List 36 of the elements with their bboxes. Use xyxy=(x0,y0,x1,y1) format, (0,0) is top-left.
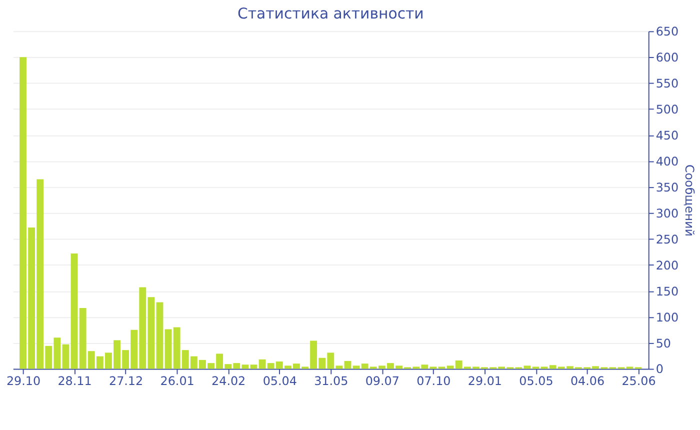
x-tick-label: 31.05 xyxy=(314,374,348,388)
x-tick-label: 24.02 xyxy=(212,374,246,388)
x-tick-label: 27.12 xyxy=(108,374,144,388)
x-tick-label: 09.07 xyxy=(365,374,400,388)
bar xyxy=(70,253,78,369)
y-tick-label: 150 xyxy=(656,284,679,298)
bar xyxy=(250,364,258,369)
y-axis-title: Сообщений xyxy=(682,164,697,236)
bar xyxy=(344,360,352,369)
y-tick-label: 600 xyxy=(656,50,679,65)
bar xyxy=(164,329,172,369)
chart-title: Статистика активности xyxy=(237,4,424,22)
y-tick-label: 650 xyxy=(656,24,679,39)
y-tick-label: 100 xyxy=(656,310,679,324)
y-tick-label: 550 xyxy=(656,76,679,91)
x-tick-label: 26.01 xyxy=(160,374,194,388)
x-tick-label: 29.10 xyxy=(6,374,41,388)
x-tick-label: 29.01 xyxy=(468,374,502,388)
x-tick-label: 05.04 xyxy=(262,374,297,388)
y-tick-label: 300 xyxy=(656,206,679,220)
bar xyxy=(258,359,266,369)
x-tick-label: 25.06 xyxy=(622,374,656,388)
y-tick-label: 250 xyxy=(656,232,679,246)
y-tick-label: 50 xyxy=(656,336,671,350)
y-tick-label: 350 xyxy=(656,180,679,194)
y-tick-label: 450 xyxy=(656,128,679,143)
x-tick-label: 07.10 xyxy=(416,374,451,388)
x-tick-label: 04.06 xyxy=(570,374,605,388)
y-tick-label: 500 xyxy=(656,102,679,117)
y-tick-label: 0 xyxy=(656,362,664,376)
bar xyxy=(62,344,70,369)
bar xyxy=(156,302,164,369)
x-tick-label: 28.11 xyxy=(58,374,92,388)
y-tick-label: 400 xyxy=(656,154,679,168)
y-tick-label: 200 xyxy=(656,258,679,272)
x-tick-label: 05.05 xyxy=(519,374,554,388)
